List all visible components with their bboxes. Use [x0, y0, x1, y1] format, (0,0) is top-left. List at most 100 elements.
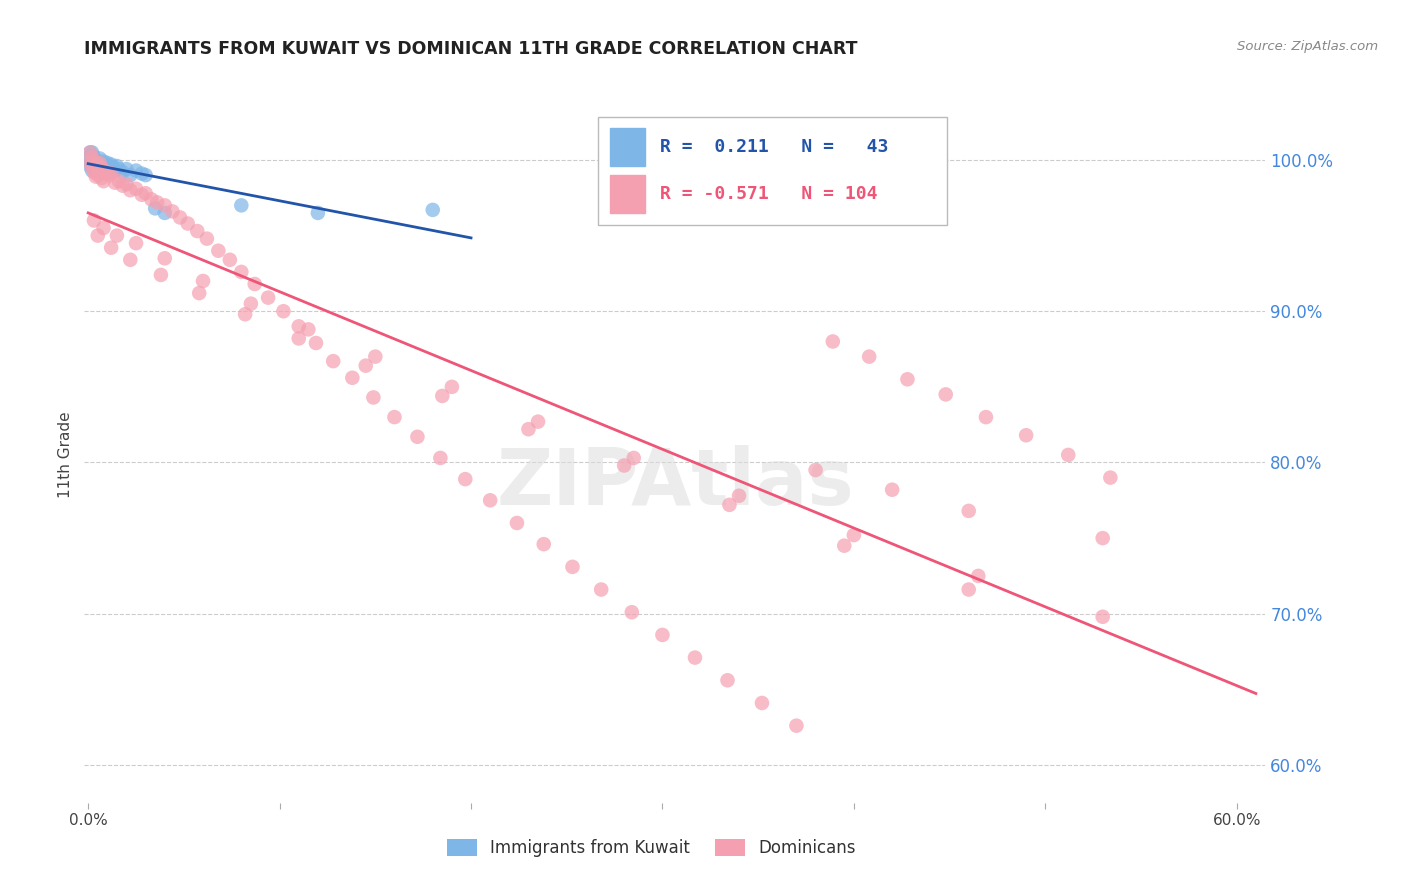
Point: [94, 163, 117, 178]
Point: [90, 156, 112, 170]
Point: [233, 307, 256, 321]
Point: [273, 304, 295, 318]
Point: [364, 350, 387, 364]
Point: [533, 537, 555, 551]
Point: [105, 228, 128, 243]
Point: [363, 391, 385, 405]
FancyBboxPatch shape: [598, 118, 946, 226]
Point: [83, 165, 105, 179]
Point: [105, 159, 128, 173]
Point: [79, 145, 101, 160]
Point: [620, 605, 643, 619]
Point: [153, 206, 176, 220]
Point: [651, 628, 673, 642]
Point: [89, 152, 111, 166]
Point: [83, 156, 105, 170]
Point: [177, 217, 200, 231]
Text: IMMIGRANTS FROM KUWAIT VS DOMINICAN 11TH GRADE CORRELATION CHART: IMMIGRANTS FROM KUWAIT VS DOMINICAN 11TH…: [84, 40, 858, 58]
Point: [84, 157, 107, 171]
Point: [89, 156, 111, 170]
Point: [98, 168, 121, 182]
Point: [90, 171, 112, 186]
Point: [135, 168, 157, 182]
Point: [297, 322, 319, 336]
Point: [83, 150, 105, 164]
Point: [120, 252, 142, 267]
Point: [80, 157, 103, 171]
Point: [87, 168, 110, 182]
Point: [257, 291, 280, 305]
Point: [108, 174, 131, 188]
Point: [96, 162, 118, 177]
Point: [104, 163, 127, 178]
Point: [832, 539, 855, 553]
Point: [354, 359, 377, 373]
Point: [162, 204, 184, 219]
Point: [89, 159, 111, 173]
Point: [1057, 448, 1080, 462]
Point: [79, 150, 101, 164]
Point: [591, 582, 613, 597]
Text: R = -0.571   N = 104: R = -0.571 N = 104: [659, 185, 877, 203]
Bar: [610, 175, 645, 213]
Point: [479, 493, 502, 508]
Point: [287, 331, 309, 345]
Point: [93, 154, 115, 169]
Point: [207, 244, 229, 258]
Point: [94, 157, 117, 171]
Point: [718, 498, 741, 512]
Point: [506, 516, 529, 530]
Point: [111, 165, 134, 179]
Point: [384, 410, 406, 425]
Point: [243, 277, 266, 291]
Point: [80, 145, 103, 160]
Point: [683, 650, 706, 665]
Point: [115, 177, 138, 191]
Point: [882, 483, 904, 497]
Point: [804, 463, 827, 477]
Point: [440, 380, 463, 394]
Point: [613, 458, 636, 473]
Text: Source: ZipAtlas.com: Source: ZipAtlas.com: [1237, 40, 1378, 54]
Point: [79, 159, 101, 173]
Point: [79, 156, 101, 170]
Point: [842, 528, 865, 542]
Point: [120, 168, 142, 182]
Point: [80, 163, 103, 178]
Point: [342, 371, 364, 385]
Point: [84, 153, 107, 167]
Point: [623, 450, 645, 465]
Point: [80, 153, 103, 167]
Point: [79, 145, 101, 160]
Point: [90, 161, 112, 175]
Point: [422, 202, 444, 217]
Point: [191, 274, 214, 288]
Point: [561, 559, 583, 574]
Point: [935, 387, 957, 401]
Point: [79, 156, 101, 170]
Point: [135, 186, 157, 201]
Point: [87, 228, 110, 243]
Point: [1015, 428, 1038, 442]
Point: [131, 167, 153, 181]
Point: [101, 161, 124, 175]
Point: [90, 162, 112, 177]
Point: [131, 187, 153, 202]
Point: [84, 169, 107, 184]
Point: [169, 211, 191, 225]
Point: [432, 389, 454, 403]
Point: [98, 159, 121, 173]
Point: [454, 472, 477, 486]
Point: [111, 178, 134, 193]
Point: [87, 157, 110, 171]
Point: [429, 450, 451, 465]
Point: [821, 334, 844, 349]
Point: [186, 224, 208, 238]
Point: [100, 241, 122, 255]
Point: [93, 163, 115, 178]
Y-axis label: 11th Grade: 11th Grade: [58, 411, 73, 499]
Point: [93, 161, 115, 175]
Point: [239, 296, 262, 310]
Point: [527, 415, 550, 429]
Point: [967, 569, 990, 583]
